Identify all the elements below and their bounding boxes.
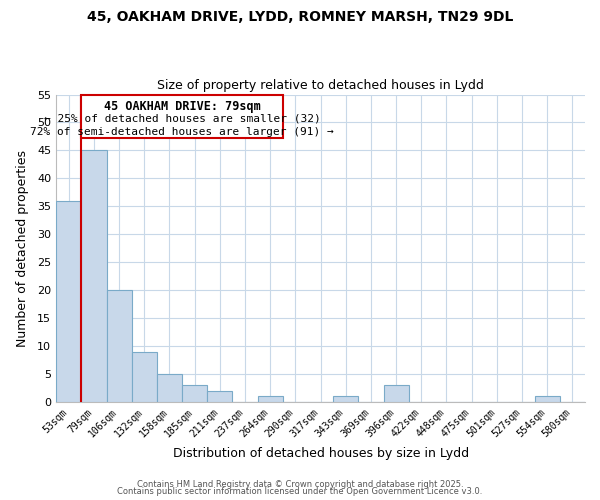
X-axis label: Distribution of detached houses by size in Lydd: Distribution of detached houses by size …	[173, 447, 469, 460]
Text: 45, OAKHAM DRIVE, LYDD, ROMNEY MARSH, TN29 9DL: 45, OAKHAM DRIVE, LYDD, ROMNEY MARSH, TN…	[87, 10, 513, 24]
Bar	[535, 396, 560, 402]
Bar	[157, 374, 182, 402]
Bar	[333, 396, 358, 402]
Bar	[82, 150, 107, 402]
Bar	[132, 352, 157, 402]
Text: ← 25% of detached houses are smaller (32): ← 25% of detached houses are smaller (32…	[44, 114, 320, 124]
Text: Contains public sector information licensed under the Open Government Licence v3: Contains public sector information licen…	[118, 488, 482, 496]
Bar	[257, 396, 283, 402]
Text: Contains HM Land Registry data © Crown copyright and database right 2025.: Contains HM Land Registry data © Crown c…	[137, 480, 463, 489]
Text: 72% of semi-detached houses are larger (91) →: 72% of semi-detached houses are larger (…	[30, 126, 334, 136]
Bar	[107, 290, 132, 402]
Bar	[383, 385, 409, 402]
Bar	[56, 200, 82, 402]
Title: Size of property relative to detached houses in Lydd: Size of property relative to detached ho…	[157, 79, 484, 92]
Y-axis label: Number of detached properties: Number of detached properties	[16, 150, 29, 346]
Bar	[182, 385, 207, 402]
Bar	[207, 390, 232, 402]
FancyBboxPatch shape	[82, 94, 283, 138]
Text: 45 OAKHAM DRIVE: 79sqm: 45 OAKHAM DRIVE: 79sqm	[104, 100, 260, 114]
